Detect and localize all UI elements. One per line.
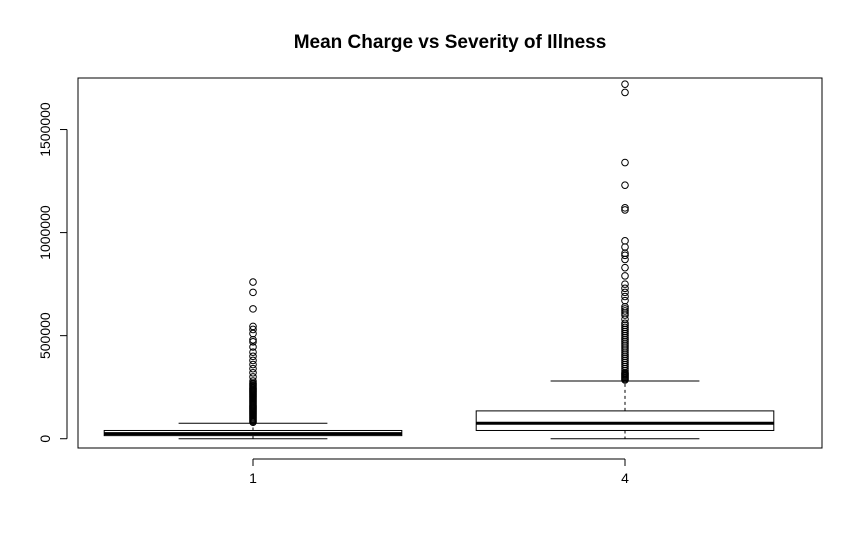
outlier-point bbox=[621, 319, 629, 328]
y-tick-label: 1000000 bbox=[37, 205, 53, 260]
chart-title: Mean Charge vs Severity of Illness bbox=[294, 32, 607, 53]
outlier-point bbox=[249, 338, 257, 346]
outlier-point bbox=[249, 356, 257, 365]
outlier-point bbox=[249, 329, 257, 338]
outlier-point bbox=[249, 373, 257, 381]
outlier-point bbox=[621, 206, 629, 214]
outlier-point bbox=[621, 88, 629, 97]
outlier-point bbox=[249, 322, 257, 331]
outlier-point bbox=[249, 352, 257, 361]
outlier-point bbox=[621, 284, 629, 293]
outlier-point bbox=[249, 364, 257, 373]
outlier-point bbox=[249, 377, 257, 385]
outlier-point bbox=[249, 305, 257, 313]
outlier-point bbox=[249, 360, 257, 369]
y-tick-label: 0 bbox=[37, 435, 53, 443]
x-tick-label: 4 bbox=[621, 470, 629, 486]
iqr-box bbox=[475, 410, 775, 431]
outlier-point bbox=[621, 204, 629, 212]
box-4 bbox=[475, 80, 775, 440]
outlier-point bbox=[621, 307, 629, 315]
y-tick-label: 500000 bbox=[37, 312, 53, 359]
outlier-point bbox=[249, 288, 257, 297]
outlier-point bbox=[621, 251, 629, 260]
outlier-point bbox=[621, 263, 629, 272]
box-series bbox=[103, 80, 775, 440]
outlier-point bbox=[249, 325, 257, 334]
outlier-point bbox=[621, 243, 629, 251]
outlier-point bbox=[249, 343, 257, 351]
outlier-point bbox=[249, 368, 257, 377]
outlier-point bbox=[621, 181, 629, 189]
y-tick-label: 1500000 bbox=[37, 102, 53, 157]
outlier-point bbox=[249, 348, 257, 356]
outlier-point bbox=[621, 280, 629, 288]
outlier-point bbox=[621, 80, 629, 88]
x-tick-label: 1 bbox=[249, 470, 257, 486]
outlier-point bbox=[621, 158, 629, 167]
outlier-point bbox=[621, 305, 629, 313]
outlier-point bbox=[621, 288, 629, 297]
outlier-point bbox=[621, 292, 629, 301]
box-1 bbox=[103, 278, 403, 440]
outlier-point bbox=[621, 323, 629, 332]
outlier-point bbox=[249, 278, 257, 286]
y-axis: 0 500000 1000000 1500000 bbox=[37, 102, 68, 443]
outlier-point bbox=[621, 296, 629, 305]
plot-area-frame bbox=[77, 77, 823, 449]
outlier-point bbox=[621, 237, 629, 245]
outlier-point bbox=[621, 272, 629, 280]
